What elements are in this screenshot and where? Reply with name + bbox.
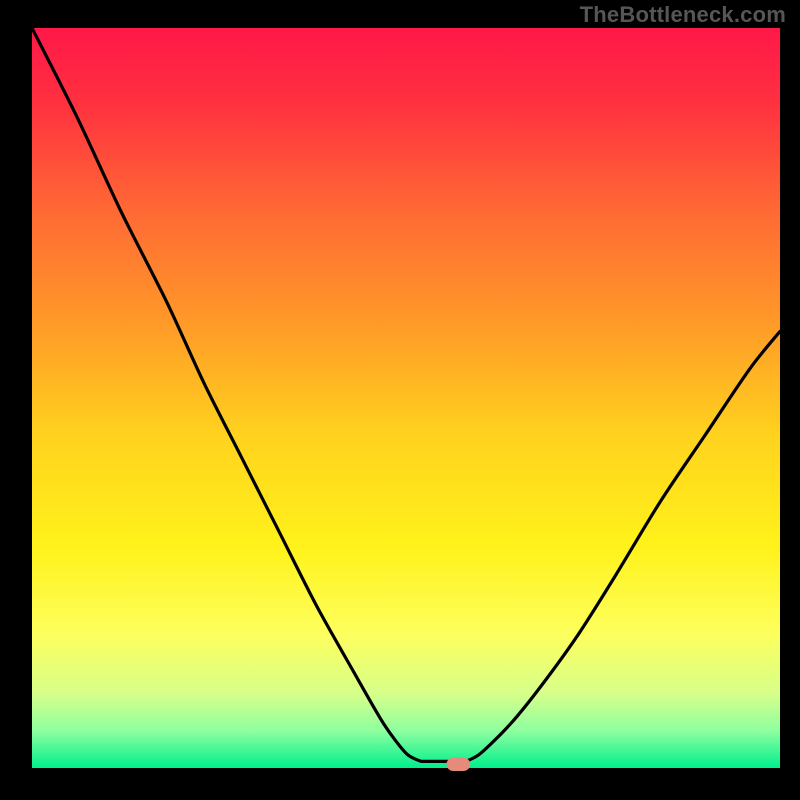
plot-background [32,28,780,768]
chart-frame: TheBottleneck.com [0,0,800,800]
bottleneck-chart [0,0,800,800]
optimal-marker [446,758,470,771]
watermark-text: TheBottleneck.com [580,2,786,28]
